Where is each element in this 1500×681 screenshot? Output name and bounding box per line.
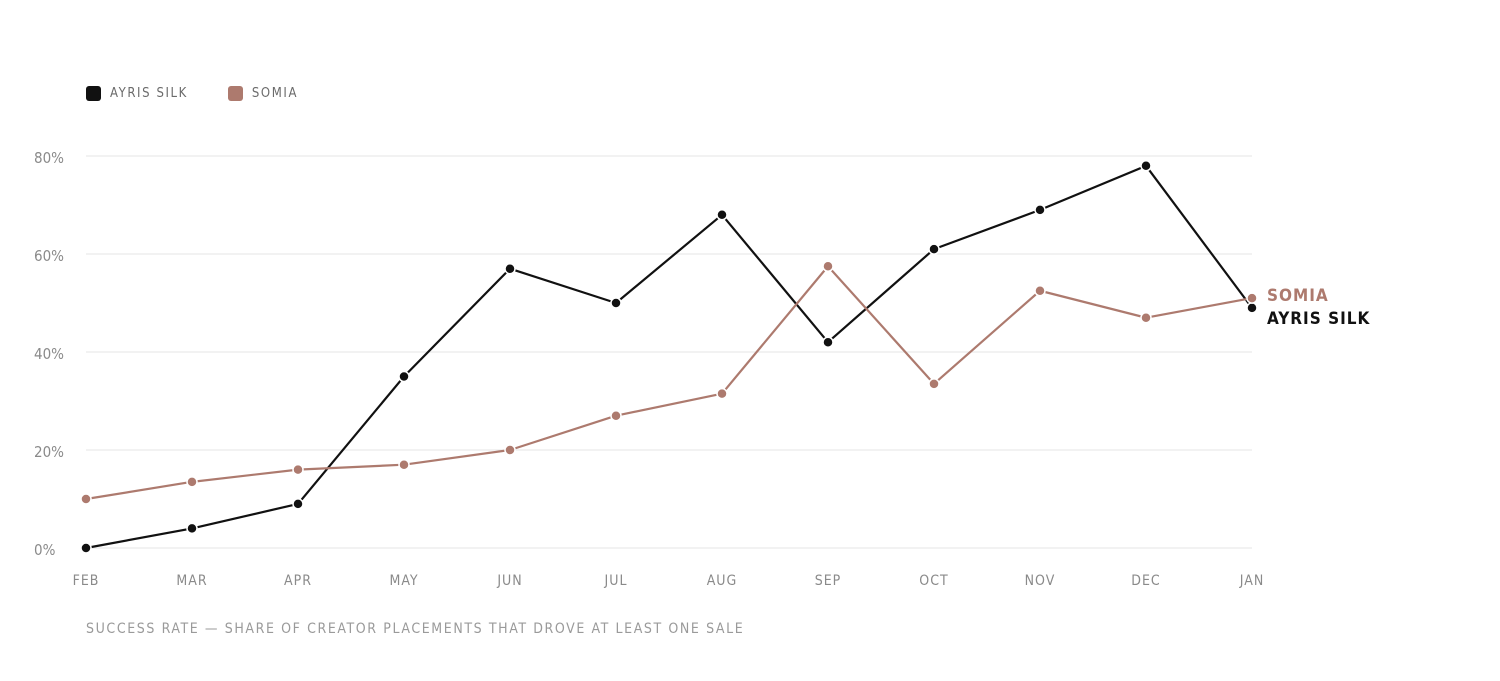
data-point	[1140, 160, 1152, 172]
x-tick-label: DEC	[1131, 573, 1160, 589]
legend-item-ayris-silk[interactable]: AYRIS SILK	[86, 86, 188, 101]
y-tick-label: 40%	[34, 345, 64, 363]
x-axis: FEB MAR APR MAY JUN JUL AUG SEP OCT NOV DEC JAN	[73, 573, 1265, 589]
y-tick-label: 0%	[34, 541, 56, 559]
series-line-somia	[85, 265, 1253, 501]
data-point	[504, 444, 516, 456]
x-tick-label: JAN	[1239, 573, 1265, 589]
data-point	[716, 387, 728, 400]
end-label: AYRIS SILK	[1267, 309, 1371, 329]
end-label: SOMIA	[1267, 286, 1329, 306]
data-point	[398, 458, 410, 471]
data-point	[80, 542, 92, 554]
data-point	[292, 498, 304, 510]
x-tick-label: OCT	[919, 573, 948, 589]
legend-item-somia[interactable]: SOMIA	[227, 86, 299, 101]
data-point	[928, 378, 940, 390]
data-point	[1034, 285, 1046, 297]
y-tick-label: 60%	[34, 247, 64, 265]
data-point	[822, 336, 834, 348]
legend-swatch-somia	[227, 86, 243, 101]
data-point	[1140, 311, 1152, 324]
data-point	[1034, 204, 1046, 216]
data-point	[928, 243, 940, 255]
data-point	[186, 476, 198, 488]
data-point	[186, 522, 198, 535]
x-tick-label: APR	[284, 573, 312, 589]
data-point	[716, 209, 728, 221]
x-tick-label: FEB	[73, 573, 100, 589]
legend-swatch-ayris-silk	[86, 86, 101, 101]
data-point	[610, 409, 622, 422]
x-tick-label: MAY	[389, 573, 418, 589]
legend-label: AYRIS SILK	[110, 86, 188, 101]
series-points	[80, 160, 1258, 554]
chart-caption: SUCCESS RATE — SHARE OF CREATOR PLACEMEN…	[86, 621, 745, 637]
x-tick-label: MAR	[176, 573, 207, 589]
y-tick-label: 20%	[34, 443, 64, 461]
data-point	[80, 493, 92, 505]
x-tick-label: NOV	[1025, 573, 1056, 589]
x-tick-label: JUN	[496, 573, 522, 589]
grid-lines	[86, 155, 1252, 549]
x-tick-label: SEP	[815, 573, 842, 589]
series-end-labels: SOMIA AYRIS SILK	[1267, 286, 1371, 329]
legend: AYRIS SILK SOMIA	[86, 86, 338, 101]
data-point	[1246, 292, 1258, 304]
data-point	[504, 262, 516, 275]
data-point	[610, 297, 622, 309]
series-lines	[85, 164, 1253, 550]
y-tick-label: 80%	[34, 149, 64, 167]
data-point	[398, 370, 410, 383]
y-axis: 0% 20% 40% 60% 80%	[34, 149, 64, 559]
data-point	[822, 260, 834, 272]
x-tick-label: JUL	[604, 573, 628, 589]
x-tick-label: AUG	[707, 573, 738, 589]
legend-label: SOMIA	[251, 86, 299, 101]
data-point	[1246, 302, 1258, 314]
data-point	[292, 463, 304, 476]
series-line-ayris-silk	[85, 164, 1253, 550]
